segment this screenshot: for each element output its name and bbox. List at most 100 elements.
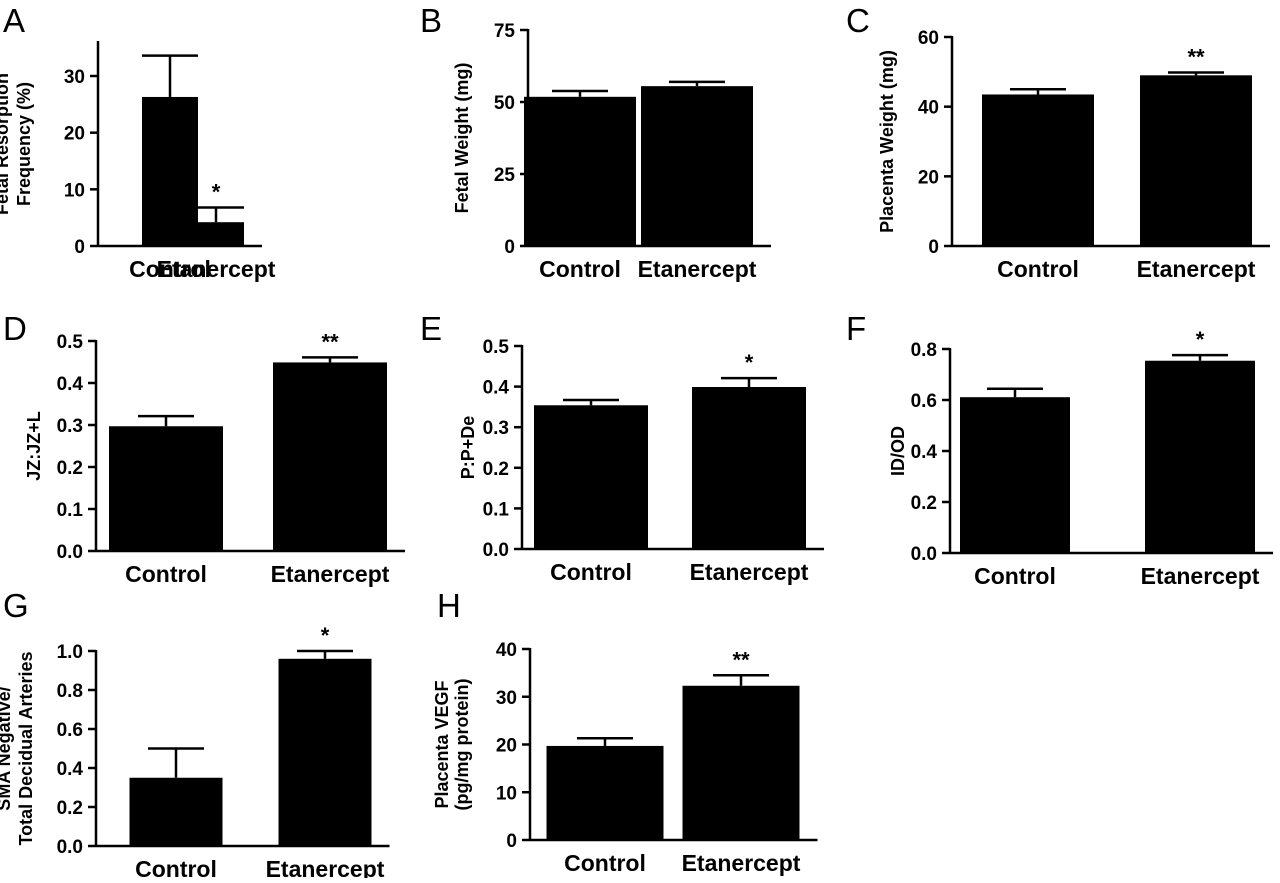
- y-tick-label: 40: [918, 98, 939, 119]
- bar-control: [534, 405, 648, 549]
- panel-letter: H: [437, 587, 461, 624]
- bar-etanercept: [641, 86, 753, 246]
- y-axis-title: SMA Negative/: [0, 686, 14, 810]
- x-category-label: Control: [539, 256, 621, 282]
- y-tick-label: 0.4: [483, 378, 510, 399]
- x-category-label: Control: [129, 256, 211, 282]
- y-tick-label: 0.2: [57, 798, 83, 819]
- y-axis-title: Fetal Resorption: [0, 73, 12, 215]
- y-tick-label: 50: [494, 93, 515, 114]
- panel-c: C 0 20 40 60 Placenta Weight (mg) Control Etane…: [846, 2, 1270, 282]
- y-tick-label: 40: [496, 640, 517, 661]
- y-tick-label: 0.0: [911, 544, 937, 565]
- y-tick-label: 0.2: [483, 459, 509, 480]
- y-tick-label: 20: [496, 736, 517, 757]
- y-tick-label: 0.5: [57, 332, 84, 353]
- y-axis-title: (pg/mg protein): [452, 679, 472, 811]
- x-category-label: Control: [974, 563, 1056, 589]
- y-tick-label: 0.6: [911, 391, 937, 412]
- y-tick-label: 0.4: [57, 374, 84, 395]
- x-category-label: Etanercept: [1141, 563, 1260, 589]
- y-tick-label: 0.1: [57, 500, 84, 521]
- x-category-label: Etanercept: [157, 256, 276, 282]
- y-axis-title: Fetal Weight (mg): [452, 63, 472, 214]
- y-tick-label: 20: [918, 167, 939, 188]
- y-tick-label: 30: [64, 67, 85, 88]
- significance-marker: **: [732, 647, 750, 672]
- x-category-label: Control: [125, 561, 207, 587]
- significance-marker: *: [321, 623, 330, 648]
- y-tick-label: 0.3: [57, 416, 83, 437]
- bar-control: [109, 426, 223, 551]
- panel-g: G 0.0 0.2 0.4 0.6 0.8 1.0 SMA Negative/Total De…: [0, 587, 390, 882]
- panel-letter: C: [846, 2, 870, 39]
- y-tick-label: 0.0: [57, 837, 83, 858]
- y-tick-label: 0.3: [483, 418, 509, 439]
- bar-control: [546, 745, 664, 840]
- bar-etanercept: [273, 362, 387, 551]
- bar-control: [960, 397, 1070, 553]
- bar-etanercept: [278, 658, 372, 846]
- y-tick-label: 0.5: [483, 337, 510, 358]
- y-tick-label: 10: [64, 180, 85, 201]
- x-category-label: Control: [564, 850, 646, 876]
- y-tick-label: 0.2: [911, 493, 937, 514]
- x-category-label: Etanercept: [690, 559, 809, 585]
- y-tick-label: 10: [496, 783, 517, 804]
- x-category-label: Etanercept: [638, 256, 757, 282]
- bar-control: [142, 96, 198, 246]
- panel-h: H 0 10 20 30 40 Placenta VEGF (pg/mg protein) Co…: [432, 587, 818, 876]
- y-tick-label: 0: [74, 237, 85, 258]
- panel-f: F 0.0 0.2 0.4 0.6 0.8 ID/OD Control Etanercept *: [846, 310, 1273, 589]
- panel-letter: G: [3, 587, 29, 624]
- x-category-label: Etanercept: [1137, 256, 1256, 282]
- y-tick-label: 0.2: [57, 458, 83, 479]
- y-axis-title: P:P+De: [458, 416, 478, 480]
- bar-etanercept: [1140, 75, 1252, 246]
- y-tick-label: 0.0: [57, 542, 83, 563]
- y-axis-title: JZ:JZ+L: [24, 411, 44, 481]
- y-tick-label: 0.4: [911, 442, 938, 463]
- significance-marker: **: [321, 329, 339, 354]
- y-tick-label: 75: [494, 21, 516, 42]
- significance-marker: **: [1187, 45, 1205, 70]
- y-tick-label: 0: [506, 831, 517, 852]
- bar-etanercept: [1145, 360, 1255, 553]
- y-tick-label: 0.8: [57, 681, 83, 702]
- bar-control: [129, 777, 223, 846]
- y-tick-label: 0.0: [483, 540, 509, 561]
- y-tick-label: 1.0: [57, 642, 83, 663]
- bar-etanercept: [682, 685, 800, 840]
- significance-marker: *: [212, 179, 221, 204]
- panel-d: D 0.0 0.1 0.2 0.3 0.4 0.5 JZ:JZ+L Control Etanerc…: [3, 310, 405, 587]
- x-category-label: Control: [135, 856, 217, 878]
- panel-letter: A: [3, 2, 25, 39]
- significance-marker: *: [1196, 327, 1205, 352]
- y-tick-label: 0.1: [483, 499, 510, 520]
- panel-e: E 0.0 0.1 0.2 0.3 0.4 0.5 P:P+De Control Etanerce…: [420, 310, 824, 585]
- significance-marker: *: [745, 350, 754, 375]
- y-tick-label: 30: [496, 688, 517, 709]
- y-axis-title: Frequency (%): [14, 82, 34, 206]
- x-category-label: Etanercept: [682, 850, 801, 876]
- y-tick-label: 20: [64, 124, 85, 145]
- bar-control: [524, 96, 636, 246]
- panel-letter: B: [420, 2, 442, 39]
- x-category-label: Etanercept: [266, 856, 385, 878]
- y-tick-label: 0.6: [57, 720, 83, 741]
- y-axis-title: Total Decidual Arteries: [16, 651, 36, 845]
- y-tick-label: 25: [494, 165, 516, 186]
- bar-control: [982, 94, 1094, 246]
- x-category-label: Control: [550, 559, 632, 585]
- y-axis-title: Placenta VEGF: [432, 680, 452, 808]
- panel-a: A 0 10 20 30 Fetal Resorption Frequency (%) Con…: [0, 2, 276, 282]
- panel-letter: E: [420, 310, 442, 347]
- y-tick-label: 0.8: [911, 340, 937, 361]
- y-axis-title: Placenta Weight (mg): [877, 50, 897, 233]
- panel-b: B 0 25 50 75 Fetal Weight (mg) Control Etanerce…: [420, 2, 771, 282]
- bar-etanercept: [692, 387, 806, 549]
- y-tick-label: 0: [504, 237, 515, 258]
- panel-letter: F: [846, 310, 866, 347]
